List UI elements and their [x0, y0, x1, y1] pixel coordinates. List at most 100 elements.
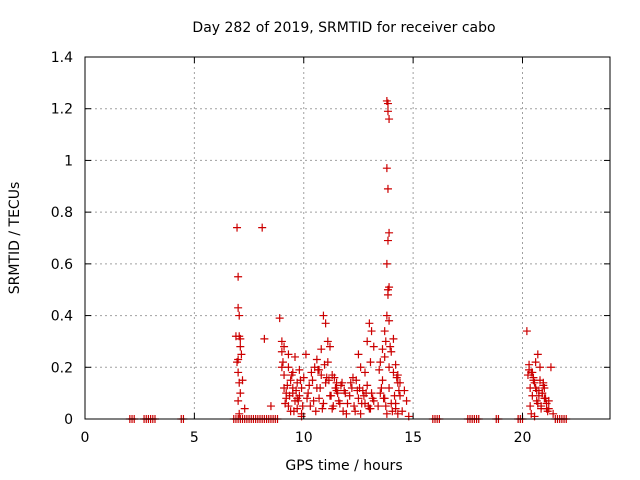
data-point [301, 350, 310, 359]
data-point [280, 342, 289, 351]
data-point [260, 334, 269, 343]
data-point [331, 383, 340, 392]
data-point [233, 223, 242, 232]
data-point [323, 337, 332, 346]
data-point [322, 373, 331, 382]
data-point [365, 319, 374, 328]
data-point [392, 373, 401, 382]
data-point [277, 337, 286, 346]
data-point [258, 223, 267, 232]
data-point [362, 389, 371, 398]
data-point [326, 342, 334, 351]
data-point [315, 394, 324, 403]
data-point [283, 381, 292, 390]
data-point [343, 399, 352, 408]
data-point [526, 383, 535, 392]
x-axis-label: GPS time / hours [285, 458, 402, 474]
data-point [387, 347, 396, 356]
data-point [379, 394, 388, 403]
data-point [537, 404, 546, 413]
data-point [389, 368, 398, 377]
data-point [356, 409, 365, 418]
data-point [316, 383, 325, 392]
data-point [369, 342, 378, 351]
data-point [376, 389, 385, 398]
data-point [287, 371, 296, 380]
data-point [394, 386, 403, 395]
data-point [354, 350, 363, 359]
data-point [385, 115, 394, 124]
data-point [333, 389, 342, 398]
data-point [546, 363, 555, 372]
data-point [236, 389, 245, 398]
y-tick-label: 1.4 [51, 50, 73, 66]
data-point [534, 391, 543, 400]
data-point [393, 409, 402, 418]
data-point [540, 383, 549, 392]
data-point [378, 345, 387, 354]
x-tick-label: 15 [404, 430, 422, 446]
data-point [532, 386, 541, 395]
data-point [531, 358, 540, 367]
y-tick-label: 0.6 [51, 257, 73, 273]
data-point [381, 402, 390, 411]
data-point [388, 407, 397, 416]
y-tick-label: 1.2 [51, 102, 73, 118]
data-point [235, 311, 244, 320]
data-point [328, 371, 337, 380]
data-point [335, 399, 344, 408]
y-axis-label: SRMTID / TECUs [7, 182, 23, 295]
data-point [374, 402, 383, 411]
data-point [386, 342, 395, 351]
data-point [321, 319, 330, 328]
data-point [398, 407, 407, 416]
data-point [234, 272, 243, 281]
data-point [402, 396, 411, 405]
data-point [289, 407, 298, 416]
data-point [383, 290, 392, 299]
data-point [235, 409, 244, 418]
data-point [541, 394, 550, 403]
data-point [354, 394, 363, 403]
data-point [332, 378, 341, 387]
data-point [277, 347, 286, 356]
data-point [530, 378, 539, 387]
data-point [363, 381, 372, 390]
data-point [526, 402, 535, 411]
data-point [383, 184, 392, 193]
data-point [390, 391, 399, 400]
data-point [382, 311, 391, 320]
data-point [304, 389, 313, 398]
data-point [234, 303, 243, 312]
data-point [391, 399, 400, 408]
data-point [383, 236, 392, 245]
data-point [366, 358, 375, 367]
data-point [234, 396, 243, 405]
data-point [280, 371, 289, 380]
data-point [236, 342, 245, 351]
chart-title: Day 282 of 2019, SRMTID for receiver cab… [192, 20, 495, 36]
data-point [529, 373, 538, 382]
data-point [523, 371, 532, 380]
data-point [315, 365, 324, 374]
data-point [383, 99, 392, 108]
data-point [286, 376, 295, 385]
data-point [298, 402, 307, 411]
data-point [317, 371, 326, 380]
data-point [522, 327, 531, 336]
data-point [380, 327, 389, 336]
data-point [319, 311, 328, 320]
data-point [389, 334, 398, 343]
data-point [536, 363, 544, 372]
data-point [381, 337, 390, 346]
data-point [378, 376, 387, 385]
data-point [285, 391, 294, 400]
data-point [382, 164, 391, 173]
data-point [308, 376, 317, 385]
data-point [346, 378, 355, 387]
data-point [382, 259, 391, 268]
y-tick-label: 0.2 [51, 360, 73, 376]
data-point [348, 373, 357, 382]
data-point [367, 327, 376, 336]
